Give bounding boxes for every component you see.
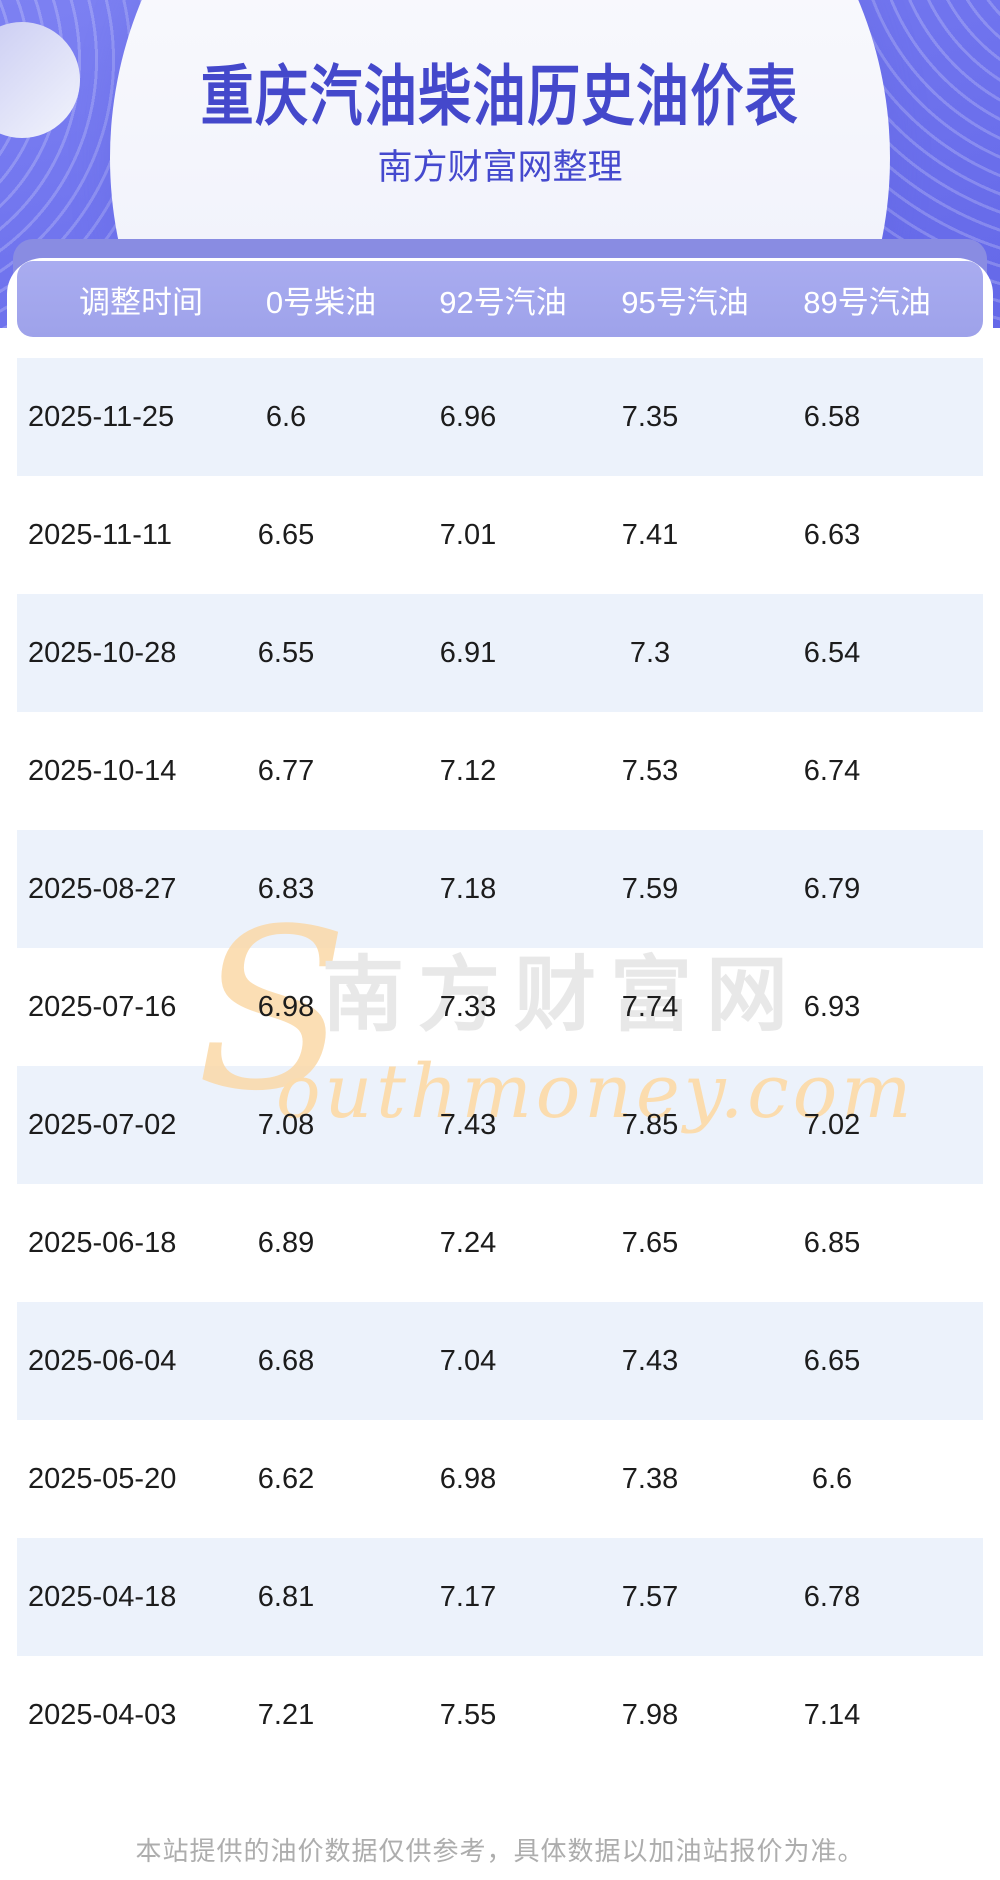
- table-row: 2025-11-11 6.65 7.01 7.41 6.63: [17, 476, 983, 594]
- cell-gas95: 7.3: [629, 636, 671, 669]
- cell-date: 2025-11-25: [28, 400, 175, 433]
- table-row: 2025-06-18 6.89 7.24 7.65 6.85: [17, 1184, 983, 1302]
- table-row: 2025-04-18 6.81 7.17 7.57 6.78: [17, 1538, 983, 1656]
- cell-date: 2025-08-27: [28, 872, 177, 905]
- table-row: 2025-08-27 6.83 7.18 7.59 6.79: [17, 830, 983, 948]
- cell-diesel0: 6.62: [257, 1462, 315, 1495]
- cell-gas89: 6.93: [803, 990, 861, 1023]
- cell-gas89: 6.65: [803, 1344, 861, 1377]
- table-row: 2025-10-14 6.77 7.12 7.53 6.74: [17, 712, 983, 830]
- cell-gas89: 6.74: [803, 754, 861, 787]
- cell-diesel0: 6.65: [257, 518, 315, 551]
- cell-date: 2025-05-20: [28, 1462, 177, 1495]
- cell-gas95: 7.85: [621, 1108, 679, 1141]
- cell-diesel0: 6.98: [257, 990, 315, 1023]
- cell-date: 2025-07-16: [28, 990, 177, 1023]
- column-header-date: 调整时间: [79, 284, 203, 320]
- cell-gas92: 7.18: [439, 872, 497, 905]
- cell-gas89: 6.78: [803, 1580, 861, 1613]
- cell-gas95: 7.53: [621, 754, 679, 787]
- page-title: 重庆汽油柴油历史油价表: [200, 59, 800, 133]
- cell-diesel0: 6.6: [265, 400, 307, 433]
- column-header-diesel0: 0号柴油: [265, 284, 377, 320]
- column-header-gas89: 89号汽油: [803, 284, 931, 320]
- table-row: 2025-11-25 6.6 6.96 7.35 6.58: [17, 358, 983, 476]
- cell-gas89: 6.58: [803, 400, 861, 433]
- table-row: 2025-05-20 6.62 6.98 7.38 6.6: [17, 1420, 983, 1538]
- cell-gas95: 7.98: [621, 1698, 679, 1731]
- cell-gas95: 7.41: [621, 518, 679, 551]
- page-subtitle: 南方财富网整理: [377, 148, 623, 187]
- cell-date: 2025-11-11: [28, 518, 173, 551]
- table-row: 2025-10-28 6.55 6.91 7.3 6.54: [17, 594, 983, 712]
- cell-gas95: 7.43: [621, 1344, 679, 1377]
- cell-date: 2025-06-18: [28, 1226, 177, 1259]
- cell-date: 2025-07-02: [28, 1108, 177, 1141]
- cell-gas92: 7.01: [439, 518, 497, 551]
- cell-gas89: 6.63: [803, 518, 861, 551]
- cell-gas92: 7.24: [439, 1226, 497, 1259]
- cell-gas89: 7.02: [803, 1108, 861, 1141]
- cell-diesel0: 6.77: [257, 754, 315, 787]
- cell-gas92: 7.33: [439, 990, 497, 1023]
- cell-gas95: 7.57: [621, 1580, 679, 1613]
- cell-gas95: 7.74: [621, 990, 679, 1023]
- cell-diesel0: 6.55: [257, 636, 315, 669]
- column-header-gas95: 95号汽油: [621, 284, 749, 320]
- cell-gas95: 7.38: [621, 1462, 679, 1495]
- cell-gas89: 6.54: [803, 636, 861, 669]
- cell-gas89: 6.85: [803, 1226, 861, 1259]
- cell-gas92: 6.96: [439, 400, 497, 433]
- table-header-row: 调整时间 0号柴油 92号汽油 95号汽油 89号汽油: [17, 261, 983, 337]
- cell-date: 2025-10-14: [28, 754, 177, 787]
- cell-date: 2025-10-28: [28, 636, 177, 669]
- table-row: 2025-06-04 6.68 7.04 7.43 6.65: [17, 1302, 983, 1420]
- cell-gas95: 7.35: [621, 400, 679, 433]
- cell-gas92: 6.98: [439, 1462, 497, 1495]
- table-row: 2025-04-03 7.21 7.55 7.98 7.14: [17, 1656, 983, 1774]
- cell-gas92: 7.12: [439, 754, 497, 787]
- cell-diesel0: 7.08: [257, 1108, 315, 1141]
- cell-diesel0: 6.83: [257, 872, 315, 905]
- cell-gas95: 7.65: [621, 1226, 679, 1259]
- cell-date: 2025-06-04: [28, 1344, 177, 1377]
- table-body: 2025-11-25 6.6 6.96 7.35 6.58 2025-11-11…: [17, 358, 983, 1774]
- cell-gas89: 7.14: [803, 1698, 861, 1731]
- cell-date: 2025-04-18: [28, 1580, 177, 1613]
- footer-disclaimer: 本站提供的油价数据仅供参考，具体数据以加油站报价为准。: [135, 1836, 865, 1866]
- cell-diesel0: 6.81: [257, 1580, 315, 1613]
- cell-diesel0: 6.68: [257, 1344, 315, 1377]
- cell-date: 2025-04-03: [28, 1698, 177, 1731]
- cell-gas95: 7.59: [621, 872, 679, 905]
- table-row: 2025-07-02 7.08 7.43 7.85 7.02: [17, 1066, 983, 1184]
- cell-diesel0: 7.21: [257, 1698, 315, 1731]
- cell-diesel0: 6.89: [257, 1226, 315, 1259]
- cell-gas92: 7.17: [439, 1580, 497, 1613]
- table-row: 2025-07-16 6.98 7.33 7.74 6.93: [17, 948, 983, 1066]
- cell-gas89: 6.79: [803, 872, 861, 905]
- column-header-gas92: 92号汽油: [439, 284, 567, 320]
- cell-gas89: 6.6: [811, 1462, 853, 1495]
- cell-gas92: 6.91: [439, 636, 497, 669]
- cell-gas92: 7.04: [439, 1344, 497, 1377]
- cell-gas92: 7.55: [439, 1698, 497, 1731]
- cell-gas92: 7.43: [439, 1108, 497, 1141]
